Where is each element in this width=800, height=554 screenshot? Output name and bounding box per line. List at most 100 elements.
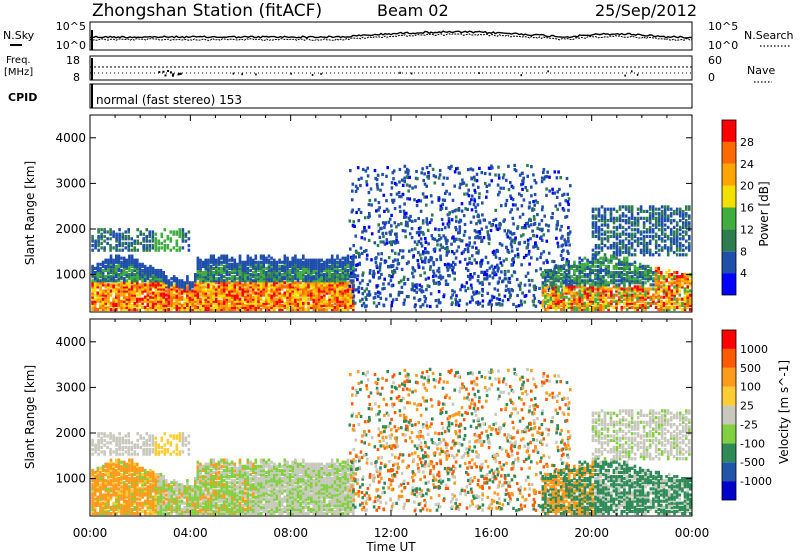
power-cell	[194, 283, 197, 287]
power-cell	[278, 303, 281, 307]
power-cell	[138, 283, 142, 287]
power-cell	[333, 307, 337, 312]
power-cell	[291, 307, 294, 312]
power-cell	[275, 287, 279, 291]
power-cell	[165, 283, 168, 287]
power-cell	[307, 291, 310, 295]
power-cell	[545, 239, 549, 243]
power-cell	[570, 275, 574, 279]
power-cell	[660, 230, 664, 234]
power-cell	[679, 253, 682, 257]
power-cell	[112, 287, 115, 291]
power-cell	[236, 262, 239, 266]
power-cell	[555, 227, 558, 231]
power-cell	[391, 298, 395, 302]
power-cell	[654, 277, 658, 281]
power-cell	[352, 301, 355, 305]
power-cell	[591, 268, 595, 273]
power-cell	[159, 283, 163, 287]
power-cell	[578, 279, 581, 283]
power-cell	[575, 279, 579, 283]
power-cell	[244, 303, 247, 307]
power-cell	[109, 279, 113, 283]
power-cell	[267, 307, 271, 312]
power-cell	[374, 260, 378, 264]
power-cell	[136, 293, 139, 297]
power-cell	[438, 281, 442, 286]
power-cell	[280, 275, 284, 279]
power-cell	[544, 299, 547, 303]
power-cell	[230, 303, 234, 307]
power-cell	[325, 258, 329, 262]
power-cell	[475, 222, 478, 226]
power-cell	[325, 275, 329, 279]
power-cell	[360, 304, 364, 308]
power-cell	[157, 271, 160, 275]
power-cell	[346, 297, 350, 301]
power-cell	[346, 260, 350, 264]
power-cell	[544, 291, 547, 295]
power-cell	[244, 266, 247, 270]
power-cell	[542, 177, 546, 181]
power-cell	[157, 275, 160, 279]
power-cell	[349, 289, 352, 293]
power-cell	[220, 305, 223, 309]
power-cell	[186, 283, 189, 287]
power-cell	[448, 265, 452, 269]
power-cell	[423, 195, 426, 199]
power-cell	[159, 289, 163, 293]
nave-label: Nave	[747, 64, 775, 77]
power-cell	[165, 277, 168, 281]
power-cell	[624, 221, 628, 225]
freq-plot	[90, 58, 692, 80]
power-cell	[304, 275, 308, 279]
power-cell	[236, 307, 239, 312]
power-cell	[636, 287, 639, 291]
power-cell	[220, 295, 223, 299]
power-cell	[112, 301, 115, 305]
power-cell	[121, 244, 124, 248]
power-cell	[338, 291, 342, 295]
power-cell	[128, 273, 131, 277]
power-cell	[251, 285, 255, 289]
power-cell	[96, 266, 100, 270]
power-cell	[112, 307, 115, 312]
power-cell	[541, 283, 545, 287]
power-cell	[420, 285, 424, 289]
power-cell	[532, 173, 535, 177]
power-cell	[480, 171, 484, 175]
power-cell	[428, 163, 432, 167]
power-cell	[473, 199, 477, 203]
power-cell	[594, 277, 597, 281]
power-cell	[660, 295, 663, 299]
power-cell	[669, 212, 673, 216]
power-cell	[511, 186, 515, 190]
power-cell	[233, 295, 237, 299]
power-cell	[453, 209, 457, 213]
power-cell	[97, 239, 100, 243]
power-cell	[612, 293, 616, 297]
power-cell	[663, 219, 667, 223]
power-cell	[660, 281, 663, 285]
power-cell	[162, 281, 165, 285]
power-cell	[91, 248, 94, 252]
power-cell	[199, 305, 202, 309]
power-cell	[120, 305, 123, 309]
power-cell	[259, 289, 263, 293]
power-cell	[424, 256, 427, 260]
power-cell	[679, 244, 682, 248]
power-cell	[609, 246, 613, 250]
power-cell	[346, 275, 350, 279]
power-cell	[238, 285, 242, 289]
power-cell	[288, 287, 292, 291]
power-cell	[452, 265, 455, 269]
power-cell	[683, 273, 687, 277]
power-cell	[236, 268, 239, 273]
power-cell	[578, 307, 581, 312]
power-cell	[578, 301, 581, 305]
power-cell	[657, 303, 660, 307]
power-cell	[427, 176, 430, 180]
power-cell	[336, 271, 339, 275]
power-cell	[91, 239, 94, 243]
power-cell	[320, 264, 323, 268]
